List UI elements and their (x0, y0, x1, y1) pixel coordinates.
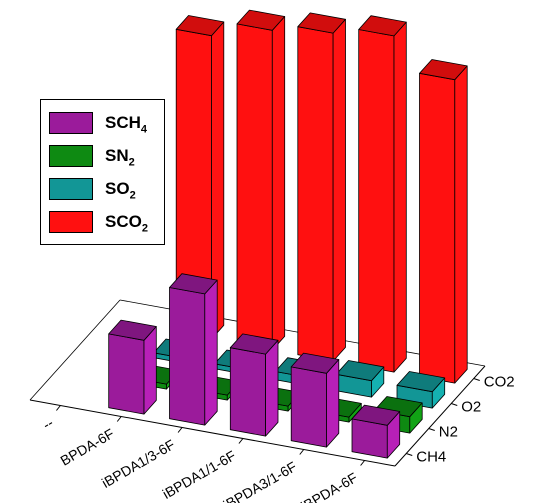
depth-tick-label: N2 (439, 424, 458, 441)
bar-front-sco2-3 (297, 26, 334, 362)
legend: SCH4 SN2 SO2 SCO2 (40, 99, 165, 245)
legend-swatch-sn2 (49, 145, 93, 167)
x-tick-label: iBPDA3/1-6F (220, 458, 299, 503)
bar-front-sco2-4 (358, 29, 395, 373)
depth-tick (428, 428, 435, 431)
legend-label-so2: SO2 (105, 179, 136, 202)
floor-left-edge (29, 299, 121, 401)
bar-front-sch4-5 (351, 418, 388, 459)
x-tick-label: BPDA-6F (58, 425, 117, 468)
depth-tick-label: CO2 (484, 374, 515, 391)
legend-swatch-so2 (49, 178, 93, 200)
bar-top-sco2-5 (419, 59, 468, 81)
x-tick (238, 438, 244, 444)
x-tick (177, 427, 183, 433)
bar-top-sco2-3 (297, 12, 346, 34)
floor-right-edge (394, 365, 486, 467)
bar-top-sch4-3 (229, 333, 279, 355)
legend-swatch-sch4 (49, 112, 93, 134)
bar-front-sch4-3 (229, 347, 267, 437)
x-tick (360, 460, 365, 466)
floor-front-edge (29, 399, 396, 467)
x-tick-label: -- (40, 414, 56, 433)
depth-tick-label: O2 (461, 399, 481, 416)
bar-front-sch4-1 (108, 333, 145, 415)
bar-top-sch4-5 (351, 404, 401, 426)
legend-label-sch4: SCH4 (105, 113, 148, 136)
depth-tick (406, 453, 413, 456)
bar-side-sco2-3 (332, 18, 346, 362)
bar-side-sch4-2 (204, 279, 218, 426)
x-tick (299, 449, 305, 455)
bar-front-sch4-4 (290, 366, 327, 448)
bar-top-sch4-2 (169, 273, 218, 295)
legend-label-sco2: SCO2 (105, 212, 148, 235)
bar-side-sco2-5 (454, 65, 468, 384)
bar-top-sco2-2 (236, 9, 286, 31)
depth-tick-label: CH4 (416, 449, 446, 466)
x-tick-label: iBPDA-6F (298, 469, 360, 503)
legend-swatch-sco2 (49, 211, 93, 233)
bar-front-sco2-5 (419, 72, 456, 384)
bar-top-sco2-4 (358, 15, 407, 37)
bar-front-sch4-2 (169, 287, 206, 426)
bar-side-sch4-3 (265, 339, 279, 437)
x-tick-label: iBPDA1/1-6F (160, 447, 239, 502)
legend-label-sn2: SN2 (105, 146, 135, 169)
bar-top-sch4-1 (108, 319, 157, 341)
bar-top-sco2-1 (175, 15, 225, 37)
depth-tick (451, 403, 458, 406)
bar-side-sch4-1 (143, 326, 157, 415)
bar-top-so2-4 (335, 360, 385, 382)
bar-top-so2-5 (396, 371, 446, 393)
x-tick (116, 416, 122, 422)
x-tick-label: iBPDA1/3-6F (99, 436, 178, 491)
bar-side-sch4-4 (326, 359, 340, 448)
bar-front-sco2-2 (236, 23, 273, 351)
depth-tick (473, 378, 480, 381)
bar-side-sco2-2 (271, 16, 286, 351)
x-tick (56, 405, 61, 411)
bar-top-sch4-4 (290, 352, 340, 374)
bar-side-sco2-4 (393, 21, 407, 373)
